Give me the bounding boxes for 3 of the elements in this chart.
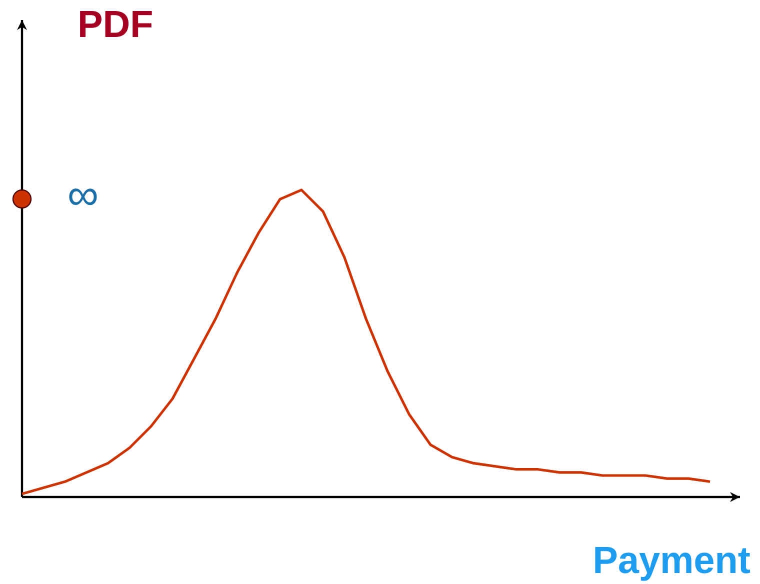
- annotation: ∞: [69, 188, 97, 206]
- y-axis-title: PDF: [80, 10, 152, 37]
- x-axis-title: Payment: [595, 546, 750, 581]
